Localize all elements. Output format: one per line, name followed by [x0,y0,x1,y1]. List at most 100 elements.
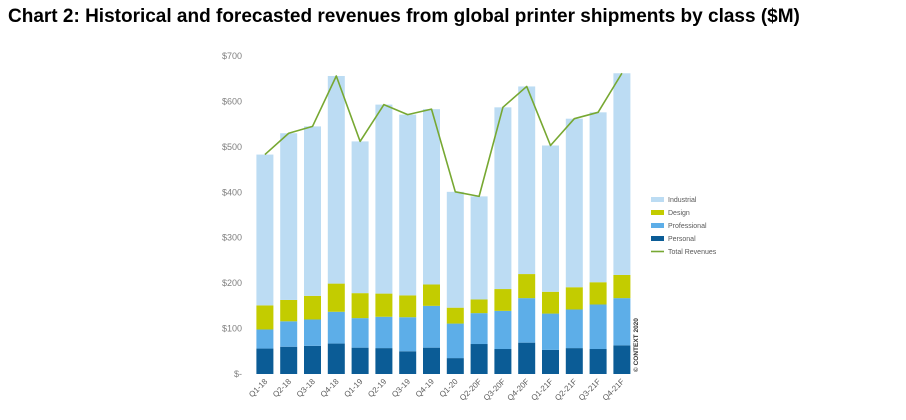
chart-title: Chart 2: Historical and forecasted reven… [8,6,800,27]
bar-segment-design [327,283,345,312]
bar-segment-industrial [423,109,440,285]
y-tick-label: $300 [222,233,242,243]
bar-segment-design [423,284,440,306]
bar-segment-personal [256,348,274,374]
y-tick-label: $700 [222,51,242,61]
bar-segment-professional [518,298,536,343]
legend-swatch-personal [651,236,664,241]
x-tick-label: Q1-19 [342,377,364,399]
bar-segment-industrial [470,196,488,300]
bar-segment-design [470,299,488,314]
bar-segment-professional [565,309,583,349]
bar-segment-design [613,274,631,299]
bar-segment-professional [494,310,512,350]
legend: Industrial Design Professional Personal Tota… [651,197,717,256]
bar-segment-personal [518,342,536,374]
x-tick-label: Q1-21F [529,377,555,403]
bar-segment-industrial [375,104,393,294]
bar-segment-personal [375,348,393,374]
y-tick-label: $100 [222,324,242,334]
bar-segment-personal [470,344,488,374]
bar-segment-personal [589,349,607,374]
bar-segment-personal [351,347,369,374]
bar-segment-professional [470,313,488,345]
y-tick-label: $- [234,369,242,379]
x-tick-label: Q4-18 [319,377,341,399]
bar-segment-personal [304,345,321,374]
bar-segment-professional [280,321,298,347]
bar-segment-professional [399,317,417,352]
bar-segment-design [542,291,559,314]
legend-label-design: Design [668,210,690,217]
bar-segment-industrial [256,154,274,306]
bar-segment-design [565,287,583,310]
copyright-notice: © CONTEXT 2020 [632,318,640,372]
bar-segment-industrial [280,133,298,300]
bar-segment-design [256,305,274,330]
bar-segment-industrial [565,118,583,288]
total-revenues-line-group [264,72,623,198]
bar-segment-professional [446,323,464,359]
bar-segment-professional [542,313,559,350]
bar-segment-personal [327,343,345,374]
bar-segment-design [375,293,393,317]
legend-swatch-professional [651,223,664,228]
bar-segment-professional [375,316,393,349]
bar-segment-design [399,295,417,318]
y-tick-label: $600 [222,96,242,106]
x-tick-label: Q3-18 [295,377,317,399]
bar-segment-industrial [446,191,464,308]
bar-segment-personal [280,346,298,374]
bar-segment-design [589,282,607,305]
bar-segment-personal [542,349,559,374]
bar-segment-industrial [494,107,512,290]
legend-label-total-revenues: Total Revenues [668,249,717,256]
bar-segment-personal [446,358,464,374]
bar-segment-industrial [399,114,417,296]
bar-segment-personal [565,348,583,374]
legend-label-personal: Personal [668,236,696,243]
y-tick-label: $200 [222,278,242,288]
bar-segment-design [280,299,298,322]
x-tick-label: Q3-21F [577,377,603,403]
bar-segment-industrial [518,86,536,275]
bar-segment-design [304,295,321,320]
legend-label-industrial: Industrial [668,197,697,204]
x-tick-label: Q3-20F [482,377,508,403]
bar-segment-design [446,307,464,324]
bar-segment-personal [494,349,512,374]
bar-segment-industrial [542,145,559,292]
legend-swatch-industrial [651,197,664,202]
y-axis-ticks: $- $100 $200 $300 $400 $500 $600 $700 [222,51,242,379]
bar-segment-design [518,274,536,299]
y-tick-label: $500 [222,142,242,152]
total-revenues-line [264,72,623,198]
x-tick-label: Q4-21F [601,377,627,403]
x-tick-label: Q4-20F [506,377,532,403]
x-tick-label: Q3-19 [390,377,412,399]
x-tick-label: Q2-21F [553,377,579,403]
x-tick-label: Q2-20F [458,377,484,403]
bar-segment-personal [613,345,631,374]
x-tick-label: Q2-18 [271,377,293,399]
bar-segment-professional [256,329,274,349]
legend-label-professional: Professional [668,223,707,230]
bar-segment-industrial [351,141,369,294]
bar-segment-industrial [613,73,631,275]
x-tick-label: Q2-19 [366,377,388,399]
bar-stacks [256,73,631,374]
legend-swatch-design [651,210,664,215]
y-tick-label: $400 [222,187,242,197]
x-tick-label: Q1-20 [438,377,460,399]
bar-segment-industrial [589,112,607,283]
bar-segment-industrial [327,75,345,284]
x-tick-label: Q1-18 [247,377,269,399]
bar-segment-design [494,289,512,311]
x-axis-ticks: Q1-18 Q2-18 Q3-18 Q4-18 Q1-19 Q2-19 Q3-19 Q4-19… [247,377,626,403]
bar-segment-personal [399,351,417,374]
bar-segment-design [351,293,369,319]
bar-segment-professional [589,304,607,350]
bar-segment-professional [304,319,321,346]
x-tick-label: Q4-19 [414,377,436,399]
